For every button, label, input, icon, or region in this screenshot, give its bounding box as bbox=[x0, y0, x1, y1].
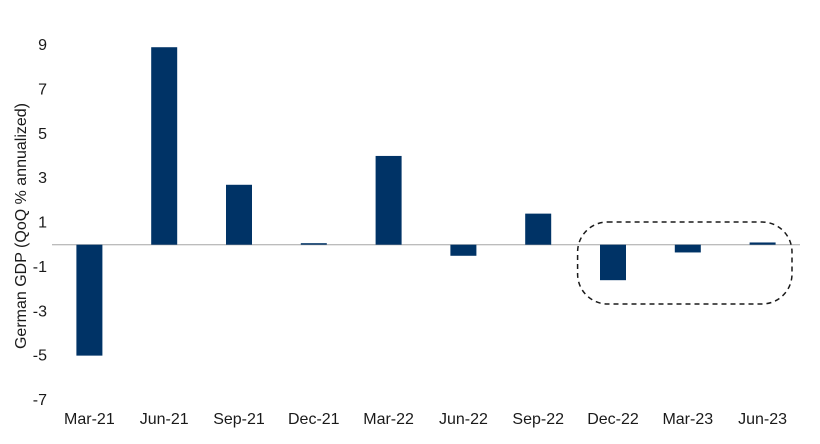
bar-mar-22 bbox=[375, 155, 402, 245]
x-tick-label: Dec-22 bbox=[587, 411, 639, 428]
y-axis-title: German GDP (QoQ % annualized) bbox=[13, 103, 30, 349]
bar-jun-23 bbox=[749, 242, 776, 245]
x-tick-label: Dec-21 bbox=[288, 411, 340, 428]
y-tick-label: 1 bbox=[38, 215, 47, 232]
x-tick-label: Sep-21 bbox=[213, 411, 265, 428]
y-tick-label: -5 bbox=[33, 348, 47, 365]
y-tick-label: 5 bbox=[38, 126, 47, 143]
bar-mar-21 bbox=[76, 244, 103, 356]
y-tick-label: -3 bbox=[33, 303, 47, 320]
bars-group bbox=[76, 47, 776, 356]
bar-sep-21 bbox=[226, 184, 252, 245]
y-tick-label: -7 bbox=[33, 392, 47, 409]
y-tick-label: -1 bbox=[33, 259, 47, 276]
x-tick-label: Mar-23 bbox=[662, 411, 713, 428]
y-axis-ticks: 9 7 5 3 1 -1 -3 -5 -7 bbox=[33, 37, 47, 409]
x-tick-label: Jun-21 bbox=[140, 411, 189, 428]
x-tick-label: Mar-22 bbox=[363, 411, 414, 428]
y-tick-label: 3 bbox=[38, 170, 47, 187]
y-tick-label: 7 bbox=[38, 81, 47, 98]
bar-dec-21 bbox=[300, 243, 327, 245]
x-axis-ticks: Mar-21 Jun-21 Sep-21 Dec-21 Mar-22 Jun-22 Sep-… bbox=[64, 411, 787, 428]
bar-dec-22 bbox=[600, 244, 626, 281]
bar-jun-21 bbox=[151, 47, 178, 245]
x-tick-label: Jun-23 bbox=[738, 411, 787, 428]
bar-jun-22 bbox=[450, 244, 477, 256]
bar-mar-23 bbox=[674, 244, 701, 253]
x-tick-label: Sep-22 bbox=[512, 411, 564, 428]
y-tick-label: 9 bbox=[38, 37, 47, 54]
bar-sep-22 bbox=[525, 213, 552, 245]
x-tick-label: Mar-21 bbox=[64, 411, 115, 428]
x-tick-label: Jun-22 bbox=[439, 411, 488, 428]
